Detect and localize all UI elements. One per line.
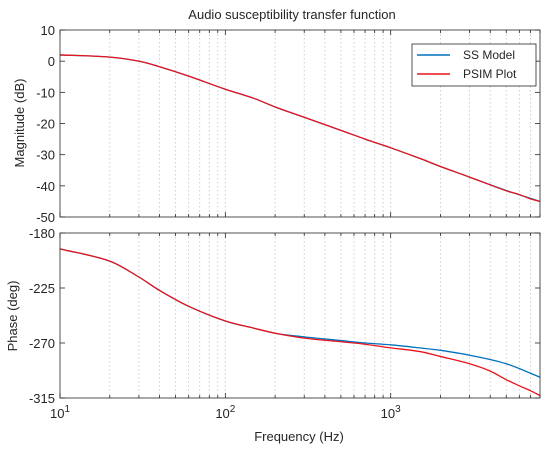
magnitude-y-tick-label: 10 bbox=[41, 23, 55, 38]
phase-grid bbox=[109, 233, 531, 398]
phase-series-group bbox=[59, 248, 541, 397]
legend-label-psim-plot: PSIM Plot bbox=[463, 67, 517, 81]
magnitude-grid bbox=[109, 30, 531, 217]
phase-plot-area bbox=[60, 233, 540, 398]
legend-label-ss-model: SS Model bbox=[463, 48, 515, 62]
phase-y-tick-label: -225 bbox=[29, 281, 55, 296]
phase-y-axis-label: Phase (deg) bbox=[5, 281, 20, 352]
magnitude-y-tick-label: -50 bbox=[36, 210, 55, 225]
phase-y-tick-label: -270 bbox=[29, 336, 55, 351]
magnitude-y-tick-label: -40 bbox=[36, 179, 55, 194]
phase-series-psim-plot bbox=[59, 248, 541, 397]
magnitude-panel: 10 0 -10 -20 -30 -40 -50 Magnitude (dB) SS Mod… bbox=[12, 23, 541, 225]
frequency-tick-labels: 101 102 103 bbox=[50, 404, 401, 421]
chart-title: Audio susceptibility transfer function bbox=[188, 7, 395, 22]
magnitude-y-tick-label: -30 bbox=[36, 148, 55, 163]
magnitude-series-psim-plot bbox=[59, 54, 541, 203]
magnitude-series-group bbox=[59, 54, 541, 203]
phase-ticks: -180 -225 -270 -315 bbox=[29, 226, 541, 406]
magnitude-y-tick-label: -10 bbox=[36, 85, 55, 100]
frequency-tick-label: 102 bbox=[215, 404, 235, 421]
phase-y-tick-label: -180 bbox=[29, 226, 55, 241]
magnitude-y-tick-label: 0 bbox=[48, 54, 55, 69]
magnitude-y-axis-label: Magnitude (dB) bbox=[12, 79, 27, 168]
legend-box bbox=[411, 43, 537, 87]
phase-axes-box bbox=[59, 232, 541, 399]
legend: SS Model PSIM Plot bbox=[411, 43, 537, 87]
frequency-tick-label: 103 bbox=[381, 404, 401, 421]
frequency-x-axis-label: Frequency (Hz) bbox=[254, 429, 344, 444]
phase-y-tick-label: -315 bbox=[29, 391, 55, 406]
phase-panel: -180 -225 -270 -315 Phase (deg) 101 102 103 F… bbox=[5, 226, 541, 444]
magnitude-y-tick-label: -20 bbox=[36, 117, 55, 132]
frequency-tick-label: 101 bbox=[50, 404, 70, 421]
magnitude-ticks: 10 0 -10 -20 -30 -40 -50 bbox=[36, 23, 541, 225]
